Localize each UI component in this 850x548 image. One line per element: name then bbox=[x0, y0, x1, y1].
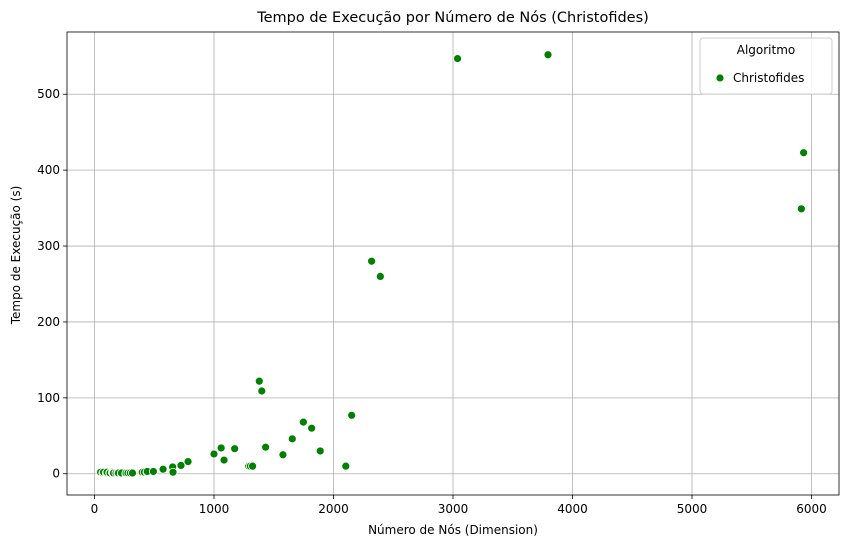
data-point bbox=[149, 467, 158, 476]
data-point bbox=[158, 464, 168, 474]
x-tick-label: 1000 bbox=[199, 502, 230, 516]
data-point bbox=[176, 460, 186, 470]
x-tick-label: 2000 bbox=[318, 502, 349, 516]
axes: 0 1000 2000 3000 4000 5000 6000 0 100 200 300 400 50… bbox=[37, 31, 840, 516]
data-point bbox=[209, 449, 219, 459]
data-point bbox=[230, 444, 240, 454]
data-point bbox=[216, 443, 226, 453]
y-tick-label: 200 bbox=[37, 315, 60, 329]
data-point bbox=[287, 434, 297, 444]
data-point bbox=[341, 461, 351, 471]
grid-lines bbox=[67, 32, 839, 495]
data-point bbox=[298, 417, 308, 427]
data-point bbox=[375, 272, 385, 281]
data-point bbox=[543, 50, 553, 60]
y-tick-label: 500 bbox=[37, 87, 60, 101]
data-point bbox=[278, 450, 288, 460]
x-tick-label: 3000 bbox=[438, 502, 469, 516]
data-point bbox=[347, 410, 357, 420]
legend-title: Algoritmo bbox=[737, 43, 796, 57]
legend-frame bbox=[699, 37, 833, 95]
x-tick-label: 6000 bbox=[796, 502, 827, 516]
data-point bbox=[307, 423, 317, 433]
x-tick-label: 0 bbox=[91, 502, 99, 516]
data-point bbox=[254, 376, 264, 386]
legend-entry-label: Christofides bbox=[733, 71, 804, 85]
data-point bbox=[183, 457, 193, 467]
x-tick-label: 4000 bbox=[557, 502, 588, 516]
data-point bbox=[315, 446, 325, 456]
legend: Algoritmo Christofides bbox=[699, 37, 833, 95]
data-point bbox=[453, 54, 462, 63]
data-points bbox=[96, 50, 809, 479]
data-point bbox=[248, 461, 257, 471]
x-axis-title: Número de Nós (Dimension) bbox=[368, 523, 538, 537]
legend-marker bbox=[715, 73, 725, 83]
y-tick-label: 100 bbox=[37, 391, 60, 405]
data-point bbox=[219, 455, 229, 465]
data-point bbox=[261, 442, 271, 452]
data-point bbox=[796, 204, 806, 214]
y-tick-label: 400 bbox=[37, 163, 60, 177]
data-point bbox=[257, 386, 267, 396]
data-point bbox=[799, 148, 809, 158]
y-tick-label: 0 bbox=[52, 467, 60, 481]
y-axis-title: Tempo de Execução (s) bbox=[9, 186, 23, 326]
data-point bbox=[168, 467, 178, 477]
x-tick-label: 5000 bbox=[677, 502, 708, 516]
y-tick-label: 300 bbox=[37, 239, 60, 253]
data-point bbox=[128, 468, 137, 478]
plot-frame bbox=[66, 31, 840, 496]
chart-title: Tempo de Execução por Número de Nós (Chr… bbox=[256, 10, 649, 26]
data-point bbox=[367, 256, 377, 266]
